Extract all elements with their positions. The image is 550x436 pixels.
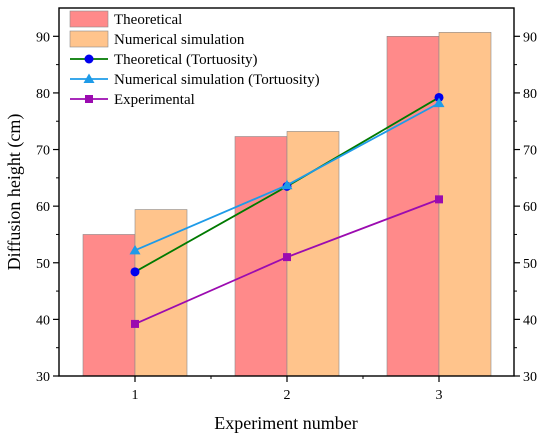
legend: Theoretical Numerical simulation Theoretic… <box>69 10 320 108</box>
bar-numerical-simulation-3 <box>438 32 492 377</box>
point-theoretical-tortuosity-1 <box>130 267 140 277</box>
y-tick-label-left-60: 60 <box>36 200 50 215</box>
point-numerical-simulation-tortuosity-1 <box>129 244 141 255</box>
y-tick-label-right-50: 50 <box>523 257 537 272</box>
legend-marker-theoretical-tortuosity <box>84 54 94 64</box>
point-experimental-2 <box>283 253 291 262</box>
legend-marker-experimental <box>85 95 93 103</box>
y-tick-label-left-30: 30 <box>36 370 50 385</box>
bar-theoretical-2 <box>234 136 288 377</box>
x-axis-title: Experiment number <box>214 413 357 433</box>
legend-label-numerical-simulation: Numerical simulation <box>114 32 245 48</box>
y-tick-label-left-40: 40 <box>36 313 50 328</box>
axes-layer: 30 30 40 40 50 50 60 60 70 70 80 80 90 90 1 2 3 <box>36 30 537 403</box>
y-tick-label-left-50: 50 <box>36 257 50 272</box>
point-numerical-simulation-tortuosity-2 <box>281 179 293 190</box>
lines-layer <box>129 92 445 328</box>
y-tick-label-right-90: 90 <box>523 30 537 45</box>
y-tick-label-left-90: 90 <box>36 30 50 45</box>
legend-swatch-numerical-simulation <box>69 30 109 48</box>
point-theoretical-tortuosity-3 <box>434 92 444 102</box>
x-tick-label-3: 3 <box>436 388 443 403</box>
point-numerical-simulation-tortuosity-3 <box>433 97 445 108</box>
bar-numerical-simulation-1 <box>134 209 188 377</box>
point-experimental-1 <box>131 319 139 328</box>
y-tick-label-right-30: 30 <box>523 370 537 385</box>
legend-swatch-theoretical <box>69 10 109 28</box>
y-tick-label-right-80: 80 <box>523 87 537 102</box>
y-tick-label-right-40: 40 <box>523 313 537 328</box>
y-axis-title: Diffusion height (cm) <box>4 114 25 271</box>
bars-layer <box>82 32 492 377</box>
legend-label-numerical-simulation-tortuosity: Numerical simulation (Tortuosity) <box>114 72 320 88</box>
y-tick-label-left-80: 80 <box>36 87 50 102</box>
legend-label-theoretical-tortuosity: Theoretical (Tortuosity) <box>114 52 257 68</box>
point-experimental-3 <box>435 195 443 204</box>
y-tick-label-left-70: 70 <box>36 144 50 159</box>
y-tick-label-right-70: 70 <box>523 144 537 159</box>
legend-label-experimental: Experimental <box>114 92 195 108</box>
bar-theoretical-1 <box>82 234 136 377</box>
x-tick-label-1: 1 <box>132 388 139 403</box>
x-tick-label-2: 2 <box>284 388 291 403</box>
legend-marker-numerical-simulation-tortuosity <box>83 73 95 83</box>
bar-theoretical-3 <box>386 36 440 377</box>
y-tick-label-right-60: 60 <box>523 200 537 215</box>
legend-label-theoretical: Theoretical <box>114 12 182 28</box>
